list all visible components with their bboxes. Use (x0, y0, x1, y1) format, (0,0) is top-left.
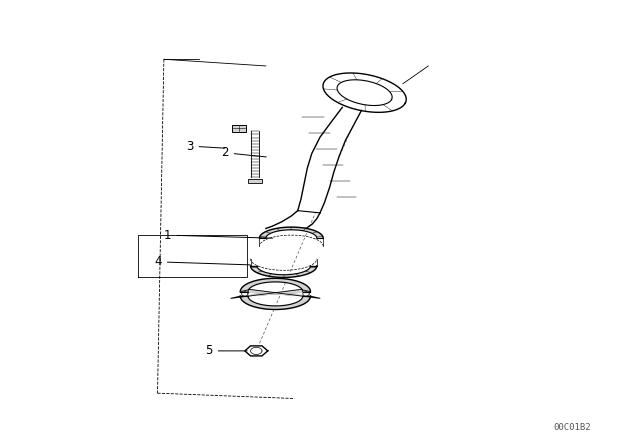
Text: 4: 4 (154, 255, 250, 268)
Polygon shape (259, 227, 323, 238)
Polygon shape (323, 73, 406, 112)
Bar (248, 179, 262, 184)
Text: 00C01B2: 00C01B2 (553, 423, 591, 432)
Polygon shape (241, 289, 320, 298)
Polygon shape (241, 278, 310, 292)
Bar (232, 125, 246, 132)
Text: 1: 1 (164, 228, 273, 241)
Polygon shape (250, 266, 317, 277)
Text: 3: 3 (186, 140, 225, 153)
Polygon shape (298, 108, 362, 213)
Text: 5: 5 (205, 345, 247, 358)
Polygon shape (245, 346, 268, 356)
Text: 2: 2 (221, 146, 266, 159)
Polygon shape (241, 296, 310, 310)
Polygon shape (231, 289, 310, 298)
